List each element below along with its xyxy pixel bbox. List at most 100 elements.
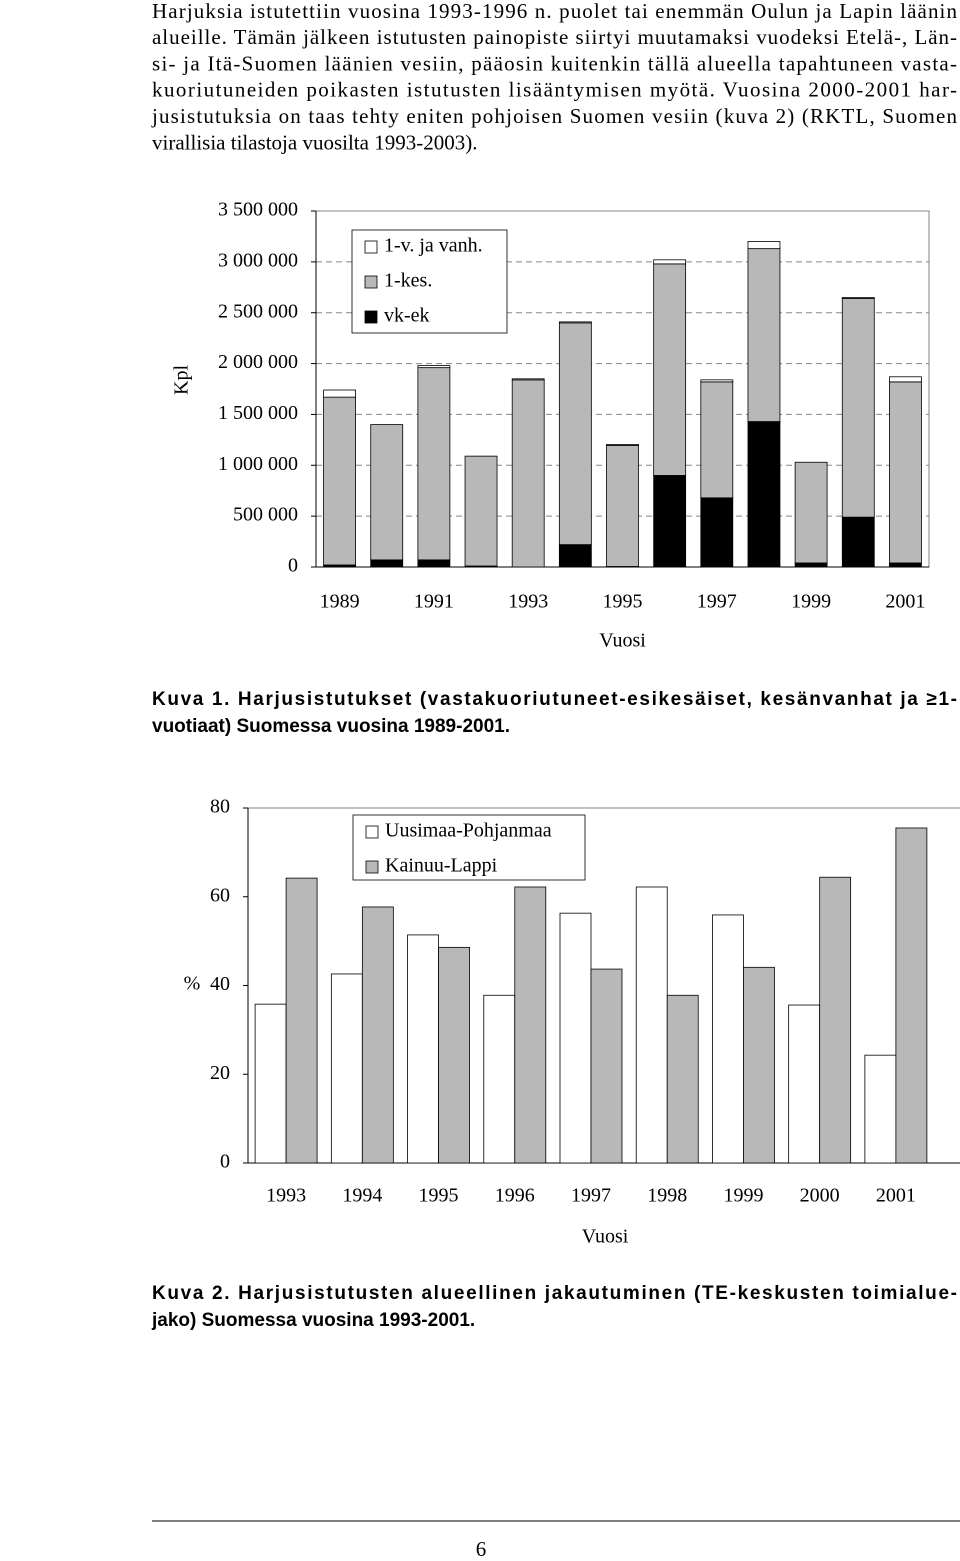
paragraph-line: kuoriutuneiden poikasten istutusten lisä… xyxy=(152,78,957,102)
bar-segment xyxy=(511,379,545,568)
x-tick-label: 1996 xyxy=(495,1185,535,1207)
bar-segment xyxy=(558,322,592,546)
bar xyxy=(285,877,318,1164)
x-tick-label: 1989 xyxy=(320,591,360,613)
paragraph-line: si- ja Itä-Suomen läänien vesiin, pääosi… xyxy=(152,51,957,75)
bar xyxy=(407,934,439,1164)
paragraph-line: jusistutuksia on taas tehty eniten pohjo… xyxy=(151,104,958,128)
bar xyxy=(864,1054,897,1164)
bar-segment xyxy=(841,516,875,568)
y-axis-title: Kpl xyxy=(171,365,193,395)
bar-segment xyxy=(747,248,781,422)
bar xyxy=(438,946,470,1164)
page-number: 6 xyxy=(476,1537,487,1561)
bar xyxy=(712,914,744,1164)
bar-segment xyxy=(606,444,639,446)
x-tick-label: 1993 xyxy=(266,1185,306,1207)
legend-swatch xyxy=(364,310,378,324)
y-tick-label: 2 500 000 xyxy=(218,300,298,322)
x-tick-label: 1995 xyxy=(419,1185,459,1207)
y-axis-title: % xyxy=(184,973,201,995)
y-tick-label: 1 000 000 xyxy=(218,453,298,475)
x-tick-label: 1991 xyxy=(414,591,454,613)
bar-segment xyxy=(511,378,545,381)
y-tick-label: 1 500 000 xyxy=(218,402,298,424)
bar xyxy=(559,912,592,1164)
bar xyxy=(743,966,775,1164)
figure-caption: jako) Suomessa vuosina 1993-2001. xyxy=(151,1310,475,1331)
figure-caption: Kuva 2. Harjusistutusten alueellinen jak… xyxy=(152,1283,957,1304)
bar-segment xyxy=(889,562,922,568)
paragraph-line: Harjuksia istutettiin vuosina 1993-1996 … xyxy=(152,0,958,23)
bar-segment xyxy=(700,379,734,383)
paragraph-line: virallisia tilastoja vuosilta 1993-2003)… xyxy=(152,130,477,154)
x-tick-label: 1994 xyxy=(342,1185,382,1207)
bar-segment xyxy=(370,424,404,561)
bar xyxy=(788,1004,821,1164)
bar xyxy=(895,827,928,1164)
bar-segment xyxy=(794,562,828,568)
bar-segment xyxy=(558,544,592,568)
legend-label: 1-v. ja vanh. xyxy=(384,235,483,257)
y-tick-label: 3 000 000 xyxy=(218,249,298,271)
bar-segment xyxy=(606,445,639,567)
bar xyxy=(635,886,668,1164)
x-axis-title: Vuosi xyxy=(582,1226,629,1248)
bar xyxy=(330,973,363,1164)
x-tick-label: 1999 xyxy=(791,591,831,613)
y-tick-label: 3 500 000 xyxy=(218,199,298,221)
bar-segment xyxy=(417,365,451,369)
bar-segment xyxy=(794,461,828,564)
x-tick-label: 2001 xyxy=(885,591,925,613)
paragraph-line: alueille. Tämän jälkeen istutusten paino… xyxy=(152,25,957,49)
bar-segment xyxy=(653,263,687,476)
bar-segment xyxy=(889,381,922,564)
x-tick-label: 1998 xyxy=(647,1185,687,1207)
bar-segment xyxy=(653,475,687,568)
bar-segment xyxy=(323,396,356,566)
bar xyxy=(483,994,516,1164)
bar-segment xyxy=(417,367,451,561)
bar-segment xyxy=(841,297,875,299)
legend-box xyxy=(351,229,508,334)
bar xyxy=(590,968,623,1164)
bar-segment xyxy=(841,298,875,518)
y-tick-label: 20 xyxy=(210,1062,230,1084)
x-axis-title: Vuosi xyxy=(599,630,646,652)
legend-label: Kainuu-Lappi xyxy=(385,855,498,877)
bar-segment xyxy=(747,241,781,250)
legend-box xyxy=(352,814,586,881)
bar xyxy=(361,906,394,1164)
x-tick-label: 1997 xyxy=(697,591,737,613)
bar-segment xyxy=(700,381,734,499)
legend-swatch xyxy=(365,860,379,874)
legend-label: vk-ek xyxy=(384,305,430,327)
legend-swatch xyxy=(365,825,379,839)
y-tick-label: 2 000 000 xyxy=(218,351,298,373)
legend-swatch xyxy=(364,275,378,289)
bar xyxy=(819,876,852,1164)
x-tick-label: 1995 xyxy=(603,591,643,613)
bar-segment xyxy=(653,259,687,265)
x-tick-label: 1997 xyxy=(571,1185,611,1207)
y-tick-label: 0 xyxy=(220,1151,230,1173)
bar-segment xyxy=(370,559,404,568)
y-tick-label: 40 xyxy=(210,973,230,995)
bar-segment xyxy=(323,389,356,398)
legend-swatch xyxy=(364,240,378,254)
bar-segment xyxy=(558,321,592,324)
bar-segment xyxy=(747,421,781,568)
x-tick-label: 2000 xyxy=(800,1185,840,1207)
bar xyxy=(514,886,547,1164)
x-tick-label: 1993 xyxy=(508,591,548,613)
bar xyxy=(254,1003,287,1164)
x-tick-label: 1999 xyxy=(723,1185,763,1207)
figure-caption: Kuva 1. Harjusistutukset (vastakuoriutun… xyxy=(152,689,957,710)
bar-segment xyxy=(700,497,734,568)
y-tick-label: 60 xyxy=(210,884,230,906)
bar xyxy=(666,994,699,1164)
figure-caption: vuotiaat) Suomessa vuosina 1989-2001. xyxy=(152,716,510,737)
y-tick-label: 0 xyxy=(288,555,298,577)
x-tick-label: 2001 xyxy=(876,1185,916,1207)
